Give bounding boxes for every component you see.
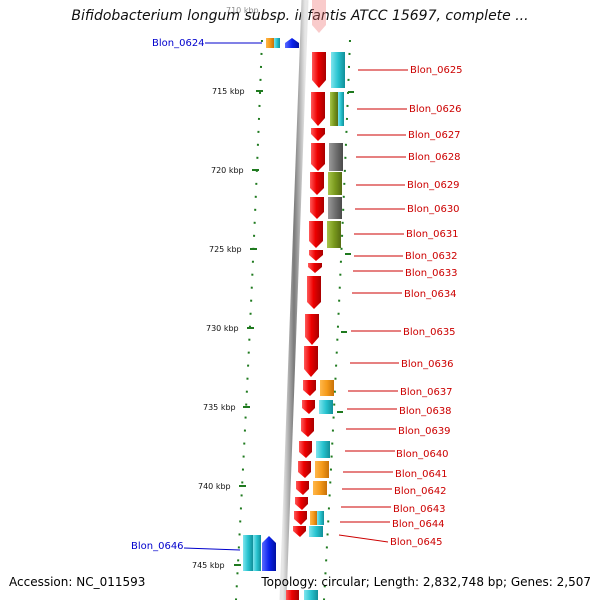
gene-label[interactable]: Blon_0629 bbox=[407, 180, 460, 191]
cog-block[interactable] bbox=[309, 526, 323, 537]
cog-block[interactable] bbox=[330, 92, 338, 126]
gene-arrow[interactable] bbox=[311, 128, 325, 141]
gene-arrow[interactable] bbox=[310, 172, 324, 195]
gene-label[interactable]: Blon_0637 bbox=[400, 387, 453, 398]
tick-marks bbox=[234, 90, 263, 566]
cog-block[interactable] bbox=[304, 590, 318, 600]
label-leaders bbox=[183, 42, 408, 551]
top-faded-gene bbox=[312, 0, 326, 33]
cog-block[interactable] bbox=[329, 143, 343, 171]
gene-arrow[interactable] bbox=[262, 536, 276, 571]
gene-label[interactable]: Blon_0630 bbox=[407, 204, 460, 215]
gene-label[interactable]: Blon_0628 bbox=[408, 152, 461, 163]
tick-label: 740 kbp bbox=[198, 482, 231, 491]
gene-arrow[interactable] bbox=[299, 441, 312, 458]
gene-block[interactable] bbox=[274, 38, 280, 48]
gene-arrow[interactable] bbox=[311, 143, 325, 171]
gene-arrow[interactable] bbox=[304, 346, 318, 377]
gene-arrow[interactable] bbox=[309, 221, 323, 248]
gene-label[interactable]: Blon_0632 bbox=[405, 251, 458, 262]
cog-block[interactable] bbox=[338, 92, 344, 126]
gene-label[interactable]: Blon_0643 bbox=[393, 504, 446, 515]
cog-block[interactable] bbox=[328, 172, 342, 195]
map-title: Bifidobacterium longum subsp. infantis A… bbox=[71, 8, 529, 24]
gene-label[interactable]: Blon_0642 bbox=[394, 486, 447, 497]
tick-label: 715 kbp bbox=[212, 87, 245, 96]
gene-arrow[interactable] bbox=[301, 418, 314, 437]
tick-label: 725 kbp bbox=[209, 245, 242, 254]
gene-label[interactable]: Blon_0640 bbox=[396, 449, 449, 460]
gene-arrow[interactable] bbox=[311, 92, 325, 126]
gene-label[interactable]: Blon_0646 bbox=[131, 541, 184, 552]
top-cut-label: 710 kbp bbox=[226, 6, 259, 15]
gene-arrow[interactable] bbox=[285, 38, 299, 48]
cog-block[interactable] bbox=[317, 511, 324, 525]
gene-label[interactable]: Blon_0634 bbox=[404, 289, 457, 300]
gene-labels: Blon_0624 Blon_0625 Blon_0626 Blon_0627 … bbox=[131, 38, 463, 552]
gene-arrow[interactable] bbox=[286, 590, 299, 600]
cog-block[interactable] bbox=[313, 481, 327, 495]
tick-label: 735 kbp bbox=[203, 403, 236, 412]
gene-label[interactable]: Blon_0638 bbox=[399, 406, 452, 417]
gene-arrow[interactable] bbox=[307, 276, 321, 309]
cog-block[interactable] bbox=[320, 380, 334, 396]
tick-label: 730 kbp bbox=[206, 324, 239, 333]
gene-block[interactable] bbox=[253, 535, 261, 571]
gene-label[interactable]: Blon_0624 bbox=[152, 38, 205, 49]
genome-backbone bbox=[279, 0, 309, 600]
gene-label[interactable]: Blon_0631 bbox=[406, 229, 459, 240]
gene-arrow[interactable] bbox=[309, 250, 323, 261]
gene-arrow[interactable] bbox=[294, 511, 307, 525]
cog-block[interactable] bbox=[316, 441, 330, 458]
gene-label[interactable]: Blon_0625 bbox=[410, 65, 463, 76]
gene-label[interactable]: Blon_0645 bbox=[390, 537, 443, 548]
gene-arrow[interactable] bbox=[296, 481, 309, 495]
cog-block[interactable] bbox=[327, 221, 341, 248]
accession-text: Accession: NC_011593 bbox=[9, 575, 146, 589]
cog-block[interactable] bbox=[310, 511, 317, 525]
gene-arrow[interactable] bbox=[302, 400, 315, 414]
genome-summary-text: Topology: circular; Length: 2,832,748 bp… bbox=[261, 575, 591, 589]
gene-label[interactable]: Blon_0626 bbox=[409, 104, 462, 115]
gene-label[interactable]: Blon_0639 bbox=[398, 426, 451, 437]
forward-genes bbox=[286, 52, 326, 600]
tick-label: 720 kbp bbox=[211, 166, 244, 175]
gene-block[interactable] bbox=[243, 535, 253, 571]
gene-arrow[interactable] bbox=[308, 263, 322, 273]
reverse-genes bbox=[243, 38, 299, 571]
gene-label[interactable]: Blon_0636 bbox=[401, 359, 454, 370]
cog-block[interactable] bbox=[319, 400, 333, 414]
gene-label[interactable]: Blon_0635 bbox=[403, 327, 456, 338]
cog-blocks bbox=[304, 52, 345, 600]
tick-labels: 715 kbp 720 kbp 725 kbp 730 kbp 735 kbp … bbox=[192, 87, 245, 570]
cog-block[interactable] bbox=[331, 52, 345, 88]
gene-label[interactable]: Blon_0641 bbox=[395, 469, 448, 480]
gene-arrow[interactable] bbox=[303, 380, 316, 396]
right-ring-stubs bbox=[337, 91, 354, 413]
cog-block[interactable] bbox=[328, 197, 342, 219]
gene-arrow[interactable] bbox=[310, 197, 324, 219]
gene-arrow[interactable] bbox=[298, 461, 311, 478]
gene-label[interactable]: Blon_0627 bbox=[408, 130, 461, 141]
gene-arrow[interactable] bbox=[293, 526, 306, 537]
gene-block[interactable] bbox=[266, 38, 274, 48]
gene-arrow[interactable] bbox=[312, 52, 326, 88]
gene-label[interactable]: Blon_0644 bbox=[392, 519, 445, 530]
cog-block[interactable] bbox=[315, 461, 329, 478]
tick-label: 745 kbp bbox=[192, 561, 225, 570]
gene-arrow[interactable] bbox=[295, 497, 308, 510]
gene-label[interactable]: Blon_0633 bbox=[405, 268, 458, 279]
gene-arrow[interactable] bbox=[305, 314, 319, 345]
